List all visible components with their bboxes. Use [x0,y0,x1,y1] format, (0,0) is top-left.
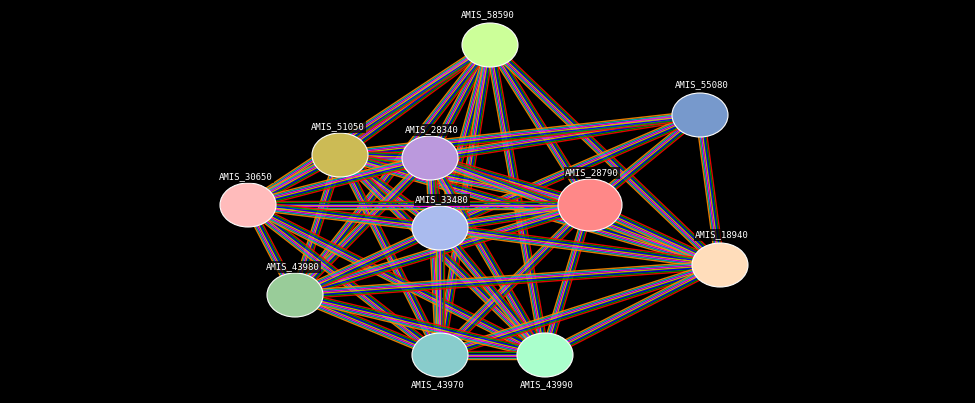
Ellipse shape [517,333,573,377]
Ellipse shape [220,183,276,227]
Text: AMIS_28790: AMIS_28790 [566,168,619,177]
Ellipse shape [402,136,458,180]
Ellipse shape [412,206,468,250]
Text: AMIS_51050: AMIS_51050 [311,123,365,131]
Text: AMIS_43970: AMIS_43970 [411,380,465,390]
Text: AMIS_33480: AMIS_33480 [415,195,469,204]
Text: AMIS_43990: AMIS_43990 [520,380,574,390]
Ellipse shape [267,273,323,317]
Ellipse shape [558,179,622,231]
Text: AMIS_58590: AMIS_58590 [461,10,515,19]
Ellipse shape [412,333,468,377]
Text: AMIS_28340: AMIS_28340 [406,125,459,135]
Text: AMIS_55080: AMIS_55080 [675,81,729,89]
Ellipse shape [672,93,728,137]
Text: AMIS_18940: AMIS_18940 [695,231,749,239]
Text: AMIS_43980: AMIS_43980 [266,262,320,272]
Ellipse shape [692,243,748,287]
Ellipse shape [312,133,368,177]
Ellipse shape [462,23,518,67]
Text: AMIS_30650: AMIS_30650 [219,172,273,181]
